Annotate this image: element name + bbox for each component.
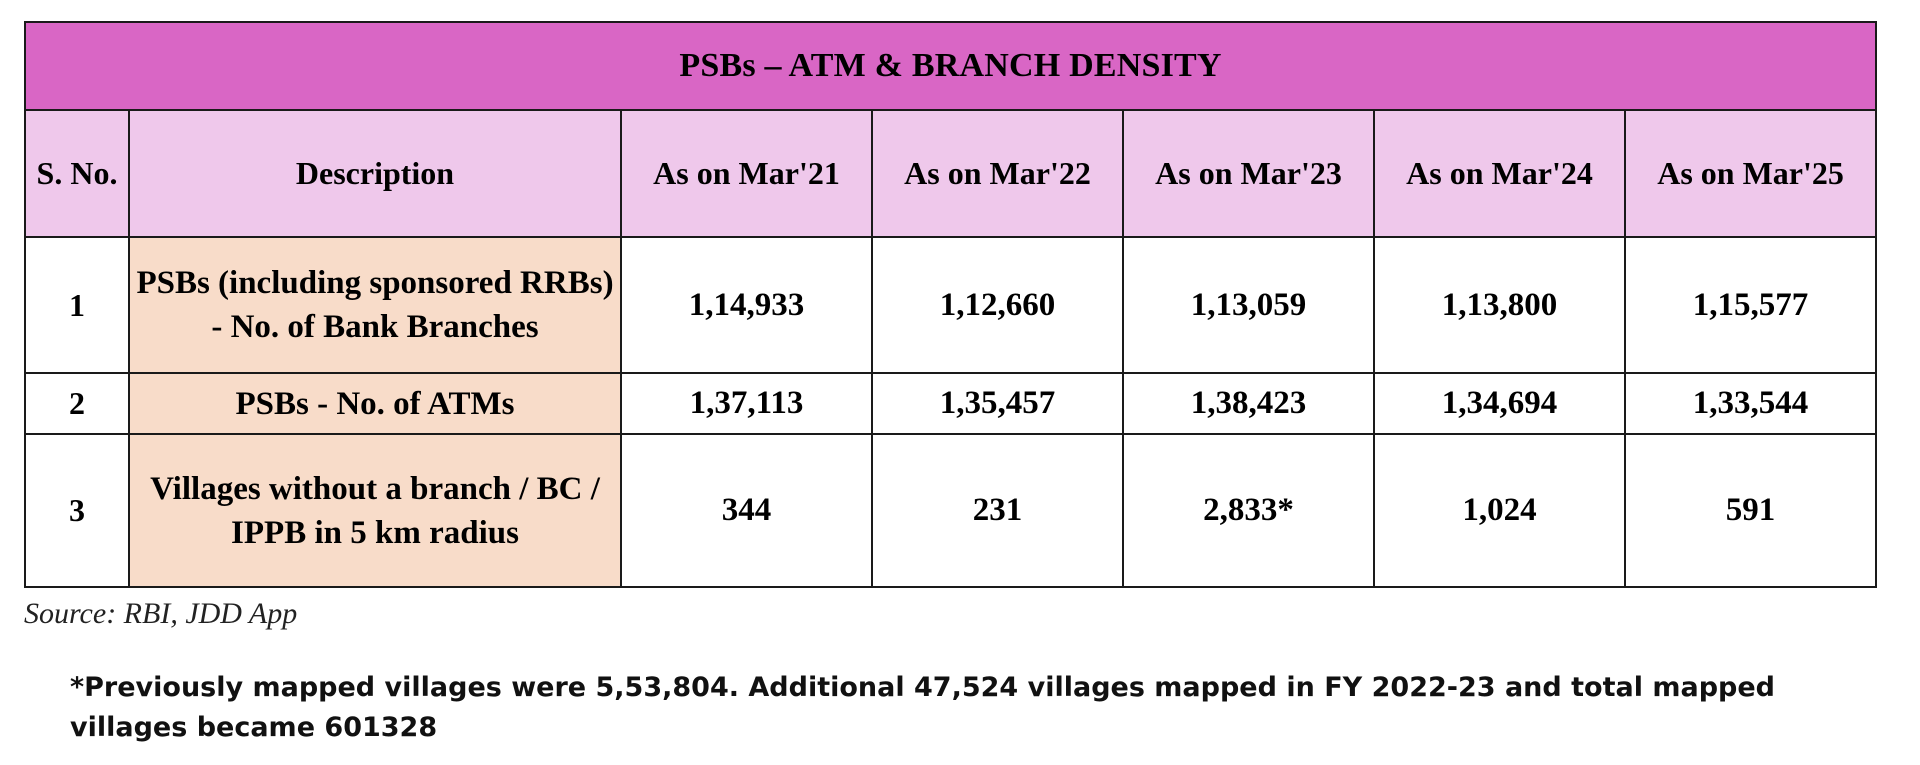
header-period-mar21: As on Mar'21 (620, 109, 873, 238)
value-cell: 591 (1623, 433, 1878, 588)
table-header-row: S. No. Description As on Mar'21 As on Ma… (24, 109, 1878, 238)
value-cell: 1,14,933 (620, 236, 873, 374)
table-title-row: PSBs – ATM & BRANCH DENSITY (23, 21, 1878, 111)
value-cell: 1,34,694 (1373, 372, 1626, 435)
row-sno: 1 (24, 236, 130, 374)
header-description: Description (128, 109, 622, 238)
row-sno: 2 (24, 372, 130, 435)
table-row: 1 PSBs (including sponsored RRBs) - No. … (24, 236, 1878, 374)
value-cell: 1,33,544 (1623, 372, 1878, 435)
value-cell: 2,833* (1122, 433, 1375, 588)
table-row: 3 Villages without a branch / BC / IPPB … (24, 433, 1878, 588)
value-cell: 1,024 (1373, 433, 1626, 588)
table-title: PSBs – ATM & BRANCH DENSITY (23, 21, 1878, 111)
value-cell: 1,12,660 (871, 236, 1124, 374)
row-description: PSBs - No. of ATMs (128, 372, 622, 435)
row-description: PSBs (including sponsored RRBs) - No. of… (128, 236, 622, 374)
header-period-mar25: As on Mar'25 (1623, 109, 1878, 238)
footnote: *Previously mapped villages were 5,53,80… (70, 672, 1775, 743)
value-cell: 1,37,113 (620, 372, 873, 435)
value-cell: 231 (871, 433, 1124, 588)
header-sno: S. No. (24, 109, 130, 238)
header-period-mar22: As on Mar'22 (871, 109, 1124, 238)
row-sno: 3 (24, 433, 130, 588)
source-note: Source: RBI, JDD App (24, 597, 298, 630)
table-row: 2 PSBs - No. of ATMs 1,37,113 1,35,457 1… (24, 372, 1878, 435)
value-cell: 1,15,577 (1623, 236, 1878, 374)
header-period-mar23: As on Mar'23 (1122, 109, 1375, 238)
header-period-mar24: As on Mar'24 (1373, 109, 1626, 238)
value-cell: 1,35,457 (871, 372, 1124, 435)
value-cell: 1,13,800 (1373, 236, 1626, 374)
density-table-container: PSBs – ATM & BRANCH DENSITY S. No. Descr… (23, 21, 1878, 588)
value-cell: 1,38,423 (1122, 372, 1375, 435)
row-description: Villages without a branch / BC / IPPB in… (128, 433, 622, 588)
atm-branch-density-table: PSBs – ATM & BRANCH DENSITY S. No. Descr… (23, 21, 1878, 588)
value-cell: 1,13,059 (1122, 236, 1375, 374)
value-cell: 344 (620, 433, 873, 588)
